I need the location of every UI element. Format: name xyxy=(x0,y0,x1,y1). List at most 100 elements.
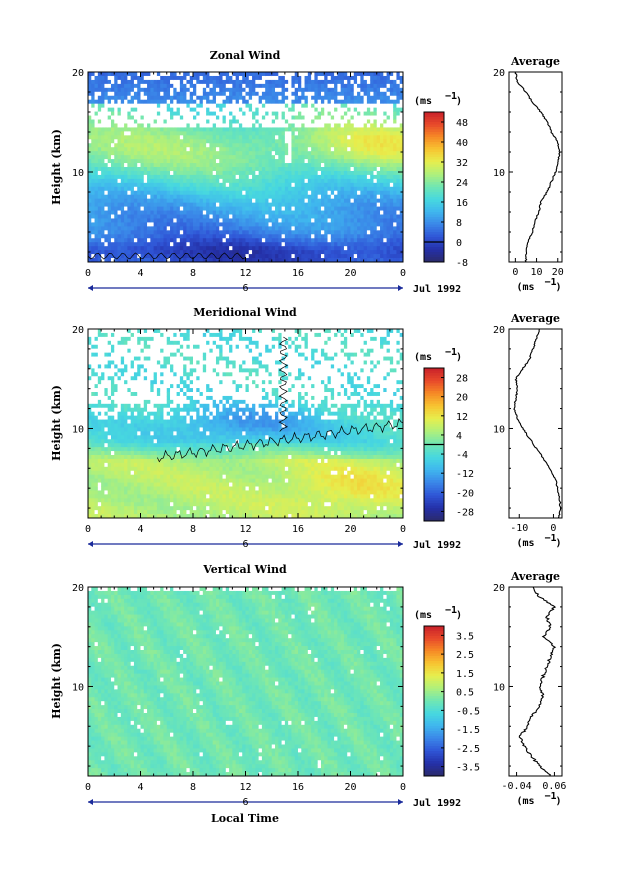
heatmap-cell xyxy=(183,131,187,136)
heatmap-cell xyxy=(347,79,351,85)
heatmap-cell xyxy=(353,254,358,259)
heatmap-cell xyxy=(386,139,391,144)
heatmap-cell xyxy=(166,131,171,136)
heatmap-cell xyxy=(143,127,148,132)
profile-unit-paren: ) xyxy=(556,282,562,293)
heatmap-cell xyxy=(127,163,132,168)
heatmap-cell xyxy=(88,107,92,112)
heatmap-cell xyxy=(389,182,394,188)
heatmap-cell xyxy=(202,218,207,223)
heatmap-cell xyxy=(120,91,125,97)
heatmap-cell xyxy=(229,119,233,124)
heatmap-cell xyxy=(209,190,214,196)
heatmap-cell xyxy=(340,254,345,259)
heatmap-cell xyxy=(396,75,401,81)
heatmap-cell xyxy=(396,103,401,109)
heatmap-cell xyxy=(153,123,158,128)
heatmap-cell xyxy=(353,174,358,180)
heatmap-cell xyxy=(278,103,282,109)
heatmap-cell xyxy=(222,178,227,184)
heatmap-cell xyxy=(130,155,135,160)
heatmap-cell xyxy=(275,198,279,204)
unit-exponent: −1 xyxy=(445,91,457,102)
heatmap-cell xyxy=(127,222,132,227)
heatmap-cell xyxy=(101,178,105,184)
heatmap-cell xyxy=(258,79,263,85)
heatmap-cell xyxy=(245,155,250,160)
heatmap-cell xyxy=(225,155,230,160)
heatmap-cell xyxy=(150,111,155,116)
heatmap-cell xyxy=(94,95,99,101)
heatmap-cell xyxy=(238,218,243,223)
heatmap-cell xyxy=(268,178,273,184)
heatmap-cell xyxy=(304,115,309,120)
heatmap-cell xyxy=(255,151,260,156)
heatmap-cell xyxy=(183,250,187,255)
heatmap-cell xyxy=(301,79,305,85)
heatmap-cell xyxy=(117,139,122,144)
heatmap-cell xyxy=(357,198,361,204)
heatmap-cell xyxy=(242,214,246,219)
heatmap-cell xyxy=(363,83,368,89)
heatmap-cell xyxy=(320,238,325,243)
heatmap-cell xyxy=(304,163,309,168)
colorbar-swatch xyxy=(424,239,444,243)
heatmap-cell xyxy=(363,218,368,223)
heatmap-cell xyxy=(120,167,125,172)
heatmap-cell xyxy=(275,75,279,81)
heatmap-cell xyxy=(288,135,292,140)
heatmap-cell xyxy=(179,111,184,116)
heatmap-cell xyxy=(114,210,118,215)
heatmap-cell xyxy=(232,202,237,207)
heatmap-cell xyxy=(229,83,233,89)
heatmap-cell xyxy=(284,206,289,211)
heatmap-cell xyxy=(196,83,200,89)
heatmap-cell xyxy=(350,91,355,97)
heatmap-cell xyxy=(97,336,102,342)
heatmap-cell xyxy=(307,127,312,132)
heatmap-cell xyxy=(153,258,158,262)
heatmap-cell xyxy=(189,79,194,85)
heatmap-cell xyxy=(117,87,122,93)
heatmap-cell xyxy=(150,79,155,85)
heatmap-cell xyxy=(275,99,279,105)
heatmap-cell xyxy=(343,127,348,132)
heatmap-cell xyxy=(94,230,99,235)
heatmap-cell xyxy=(393,190,397,196)
heatmap-cell xyxy=(291,186,296,192)
heatmap-cell xyxy=(265,202,269,207)
heatmap-cell xyxy=(311,119,315,124)
heatmap-cell xyxy=(209,91,214,97)
heatmap-cell xyxy=(219,72,223,77)
heatmap-cell xyxy=(370,170,374,176)
heatmap-cell xyxy=(107,210,112,215)
heatmap-cell xyxy=(360,151,365,156)
heatmap-cell xyxy=(383,87,387,93)
heatmap-cell xyxy=(363,115,368,120)
heatmap-cell xyxy=(163,258,168,262)
heatmap-cell xyxy=(363,222,368,227)
heatmap-cell xyxy=(360,230,365,235)
heatmap-cell xyxy=(314,155,319,160)
heatmap-cell xyxy=(383,147,387,152)
heatmap-cell xyxy=(88,356,92,361)
heatmap-cell xyxy=(366,226,371,231)
heatmap-cell xyxy=(225,143,230,148)
heatmap-cell xyxy=(334,87,338,93)
heatmap-cell xyxy=(281,115,286,120)
heatmap-cell xyxy=(307,139,312,144)
heatmap-cell xyxy=(170,230,174,235)
heatmap-cell xyxy=(383,131,387,136)
heatmap-cell xyxy=(212,139,217,144)
heatmap-cell xyxy=(353,167,358,172)
heatmap-cell xyxy=(357,87,361,93)
heatmap-cell xyxy=(229,218,233,223)
heatmap-cell xyxy=(163,178,168,184)
heatmap-cell xyxy=(399,178,403,184)
heatmap-cell xyxy=(301,163,305,168)
heatmap-cell xyxy=(156,99,161,105)
heatmap-cell xyxy=(104,246,109,251)
heatmap-cell xyxy=(133,234,138,239)
heatmap-cell xyxy=(265,143,269,148)
heatmap-cell xyxy=(94,226,99,231)
